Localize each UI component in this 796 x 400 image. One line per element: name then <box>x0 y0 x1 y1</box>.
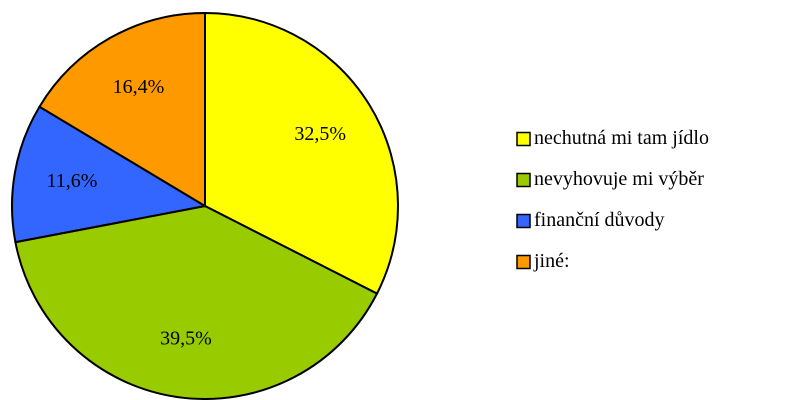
slice-label: 39,5% <box>160 327 212 349</box>
slice-label: 16,4% <box>113 76 165 98</box>
pie-slice <box>11 105 208 244</box>
legend-label: jiné: <box>533 250 570 272</box>
pie-slice <box>14 204 379 400</box>
legend-swatch <box>516 213 531 229</box>
legend-label: finanční důvody <box>534 209 665 231</box>
pie-slice <box>38 11 206 208</box>
slice-label: 32,5% <box>294 123 346 145</box>
pie-slice <box>204 11 399 295</box>
legend-label: nevyhovuje mi výběr <box>534 168 704 190</box>
legend-swatch <box>516 254 531 270</box>
legend-label: nechutná mi tam jídlo <box>534 127 709 149</box>
legend-swatch <box>516 172 531 188</box>
legend-swatch <box>516 131 531 147</box>
slice-label: 11,6% <box>47 170 98 192</box>
